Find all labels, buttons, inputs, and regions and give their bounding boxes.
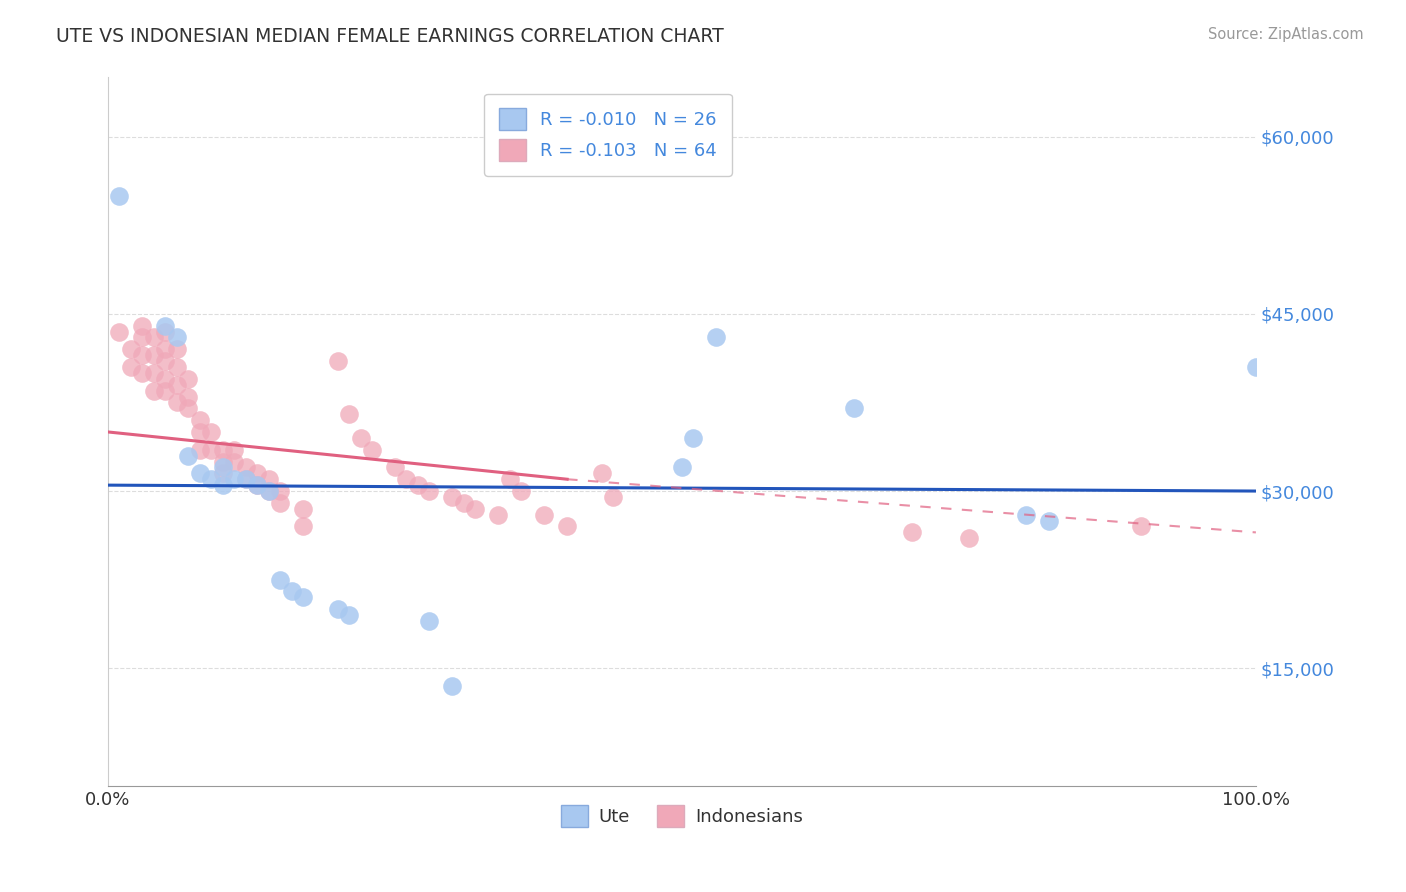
Point: [142, 366, 165, 380]
Point: [257, 484, 280, 499]
Point: [602, 490, 624, 504]
Point: [957, 531, 980, 545]
Point: [384, 460, 406, 475]
Point: [131, 330, 153, 344]
Point: [682, 431, 704, 445]
Point: [395, 472, 418, 486]
Point: [510, 484, 533, 499]
Point: [177, 449, 200, 463]
Point: [1244, 359, 1267, 374]
Point: [120, 343, 142, 357]
Point: [453, 496, 475, 510]
Point: [280, 584, 302, 599]
Point: [292, 519, 315, 533]
Point: [292, 501, 315, 516]
Point: [155, 372, 177, 386]
Point: [166, 330, 188, 344]
Point: [246, 478, 269, 492]
Point: [257, 472, 280, 486]
Text: Source: ZipAtlas.com: Source: ZipAtlas.com: [1208, 27, 1364, 42]
Point: [706, 330, 728, 344]
Point: [155, 343, 177, 357]
Point: [211, 460, 233, 475]
Point: [142, 330, 165, 344]
Point: [1015, 508, 1038, 522]
Point: [166, 395, 188, 409]
Point: [269, 484, 291, 499]
Point: [211, 478, 233, 492]
Point: [418, 614, 440, 628]
Point: [166, 377, 188, 392]
Point: [177, 390, 200, 404]
Point: [441, 490, 464, 504]
Legend: Ute, Indonesians: Ute, Indonesians: [554, 797, 810, 834]
Point: [188, 413, 211, 427]
Point: [1130, 519, 1153, 533]
Point: [326, 602, 349, 616]
Point: [142, 348, 165, 362]
Point: [211, 467, 233, 481]
Point: [235, 472, 257, 486]
Point: [486, 508, 509, 522]
Point: [292, 591, 315, 605]
Point: [211, 442, 233, 457]
Point: [155, 354, 177, 368]
Point: [108, 188, 131, 202]
Point: [211, 454, 233, 468]
Point: [555, 519, 578, 533]
Point: [177, 401, 200, 416]
Point: [337, 407, 360, 421]
Point: [246, 467, 269, 481]
Point: [120, 359, 142, 374]
Point: [246, 478, 269, 492]
Point: [464, 501, 486, 516]
Point: [533, 508, 555, 522]
Point: [200, 472, 222, 486]
Point: [224, 472, 246, 486]
Point: [671, 460, 693, 475]
Point: [166, 343, 188, 357]
Point: [177, 372, 200, 386]
Point: [200, 425, 222, 439]
Point: [131, 318, 153, 333]
Point: [224, 442, 246, 457]
Point: [441, 679, 464, 693]
Point: [131, 348, 153, 362]
Point: [499, 472, 522, 486]
Point: [418, 484, 440, 499]
Point: [361, 442, 384, 457]
Point: [235, 472, 257, 486]
Point: [257, 484, 280, 499]
Point: [166, 359, 188, 374]
Point: [200, 442, 222, 457]
Point: [155, 325, 177, 339]
Point: [155, 318, 177, 333]
Point: [1038, 514, 1060, 528]
Point: [591, 467, 613, 481]
Point: [326, 354, 349, 368]
Point: [337, 608, 360, 623]
Point: [142, 384, 165, 398]
Point: [188, 425, 211, 439]
Point: [131, 366, 153, 380]
Point: [269, 496, 291, 510]
Point: [406, 478, 429, 492]
Point: [188, 442, 211, 457]
Point: [349, 431, 371, 445]
Point: [188, 467, 211, 481]
Text: UTE VS INDONESIAN MEDIAN FEMALE EARNINGS CORRELATION CHART: UTE VS INDONESIAN MEDIAN FEMALE EARNINGS…: [56, 27, 724, 45]
Point: [108, 325, 131, 339]
Point: [900, 525, 922, 540]
Point: [235, 460, 257, 475]
Point: [269, 573, 291, 587]
Point: [842, 401, 865, 416]
Point: [155, 384, 177, 398]
Point: [224, 454, 246, 468]
